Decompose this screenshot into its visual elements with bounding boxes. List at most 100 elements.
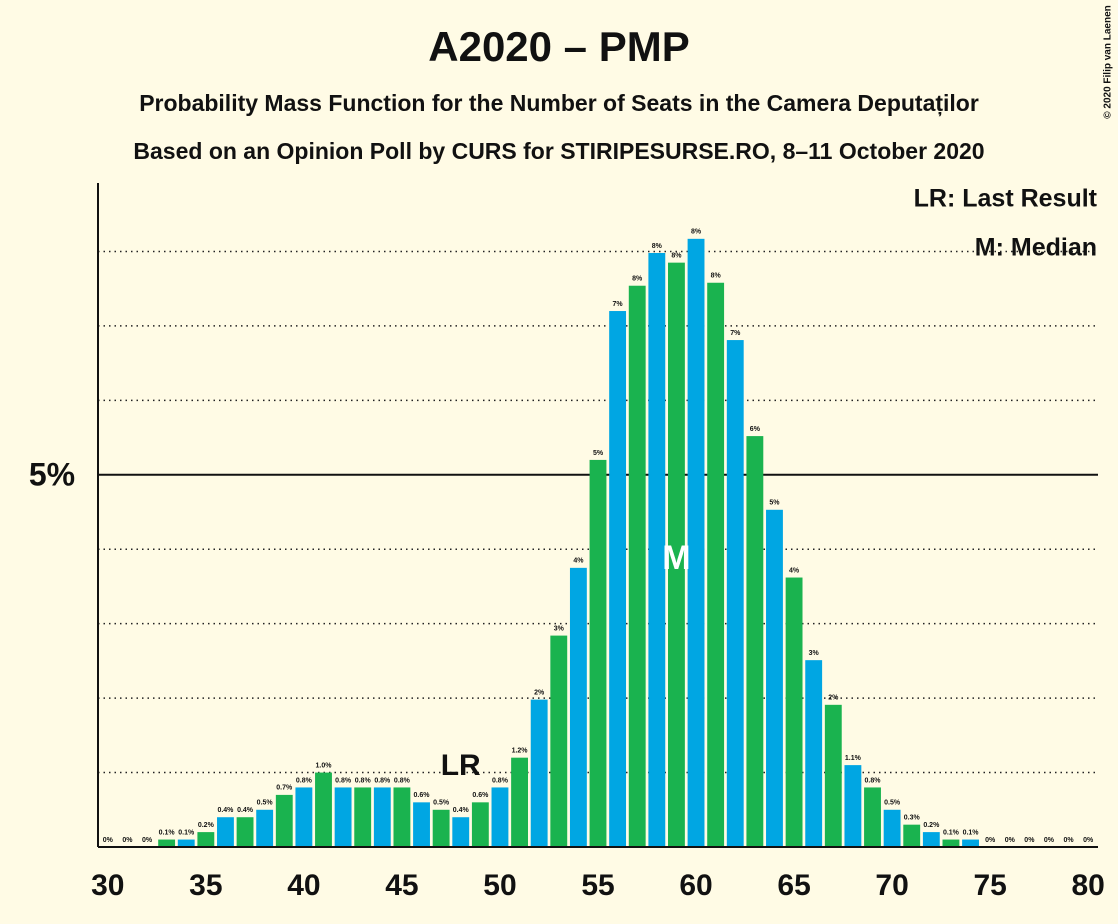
bar: [707, 282, 725, 847]
data-label: 0.4%: [237, 807, 254, 814]
bar: [805, 660, 823, 847]
x-tick-label: 30: [91, 869, 124, 902]
bar: [295, 787, 313, 847]
bar: [785, 577, 803, 847]
x-tick-label: 60: [679, 869, 712, 902]
data-label: 8%: [632, 276, 643, 283]
data-label: 5%: [769, 500, 780, 507]
bar: [883, 809, 901, 847]
bar: [275, 794, 293, 847]
data-label: 5%: [593, 450, 604, 457]
chart-title: A2020 – PMP: [428, 23, 689, 70]
bar: [511, 757, 528, 847]
x-tick-label: 50: [483, 869, 516, 902]
x-tick-label: 65: [777, 869, 810, 902]
bar: [452, 817, 470, 847]
bar: [354, 787, 372, 847]
bar: [373, 787, 391, 847]
data-label: 0.8%: [296, 777, 313, 784]
annotation: M: [662, 539, 690, 577]
data-label: 3%: [554, 625, 565, 632]
bar: [530, 699, 548, 847]
bar: [158, 839, 176, 847]
credit: © 2020 Filip van Laenen: [1103, 5, 1114, 119]
bar: [903, 824, 921, 847]
data-label: 0.6%: [414, 792, 431, 799]
bar: [922, 832, 940, 847]
bar: [236, 817, 254, 847]
data-label: 3%: [809, 650, 820, 657]
bar: [334, 787, 352, 847]
data-label: 0.1%: [178, 829, 195, 836]
data-label: 0.8%: [335, 777, 352, 784]
x-tick-label: 35: [189, 869, 222, 902]
data-label: 0.5%: [257, 800, 274, 807]
data-label: 0.1%: [943, 829, 960, 836]
data-label: 0%: [985, 837, 996, 844]
bar: [942, 839, 960, 847]
bar: [550, 635, 568, 847]
data-label: 0.1%: [963, 829, 980, 836]
data-label: 0%: [1044, 837, 1055, 844]
x-tick-label: 75: [973, 869, 1006, 902]
subtitle: Based on an Opinion Poll by CURS for STI…: [133, 138, 984, 164]
bar: [589, 459, 607, 847]
data-label: 0.6%: [472, 792, 489, 799]
data-label: 0.4%: [217, 807, 234, 814]
data-label: 0%: [142, 837, 153, 844]
bar: [197, 832, 215, 847]
data-label: 0%: [1024, 837, 1035, 844]
annotation: LR: [441, 749, 481, 782]
bar: [393, 787, 411, 847]
data-label: 0.8%: [374, 777, 391, 784]
subtitle: Probability Mass Function for the Number…: [139, 90, 979, 117]
data-label: 6%: [750, 426, 761, 433]
bar: [864, 787, 881, 847]
bar: [569, 567, 587, 847]
bar: [432, 809, 450, 847]
bar: [217, 817, 234, 847]
bar: [962, 839, 979, 847]
data-label: 8%: [711, 273, 722, 280]
data-label: 1.0%: [316, 762, 333, 769]
data-label: 0.1%: [159, 829, 176, 836]
data-label: 0%: [122, 837, 133, 844]
bar: [177, 839, 195, 847]
bar: [471, 802, 489, 847]
bar: [609, 311, 627, 847]
data-label: 0.8%: [394, 777, 411, 784]
bar: [766, 509, 783, 847]
legend-entry: M: Median: [975, 234, 1097, 262]
data-label: 2%: [828, 695, 839, 702]
bar: [746, 436, 764, 847]
data-label: 2%: [534, 689, 545, 696]
data-label: 0%: [103, 837, 114, 844]
data-label: 7%: [730, 330, 741, 337]
data-label: 1.2%: [512, 748, 529, 755]
data-label: 8%: [652, 243, 663, 250]
bar: [687, 238, 705, 847]
data-label: 0%: [1083, 837, 1094, 844]
x-tick-label: 80: [1072, 869, 1105, 902]
data-label: 0.8%: [865, 777, 882, 784]
data-label: 7%: [613, 301, 624, 308]
bar: [824, 704, 842, 847]
data-label: 0.7%: [276, 785, 293, 792]
bar: [668, 262, 685, 847]
bar: [628, 285, 646, 848]
x-tick-label: 55: [581, 869, 614, 902]
data-label: 8%: [691, 229, 702, 236]
data-label: 4%: [789, 567, 800, 574]
bar: [726, 340, 744, 847]
x-tick-label: 70: [875, 869, 908, 902]
x-tick-label: 40: [287, 869, 320, 902]
data-label: 0%: [1005, 837, 1016, 844]
data-label: 0.8%: [492, 777, 509, 784]
data-label: 0.3%: [904, 815, 921, 822]
data-label: 1.1%: [845, 755, 862, 762]
data-label: 0.2%: [923, 822, 940, 829]
bar: [648, 252, 666, 848]
data-label: 0%: [1064, 837, 1075, 844]
data-label: 8%: [671, 252, 682, 259]
